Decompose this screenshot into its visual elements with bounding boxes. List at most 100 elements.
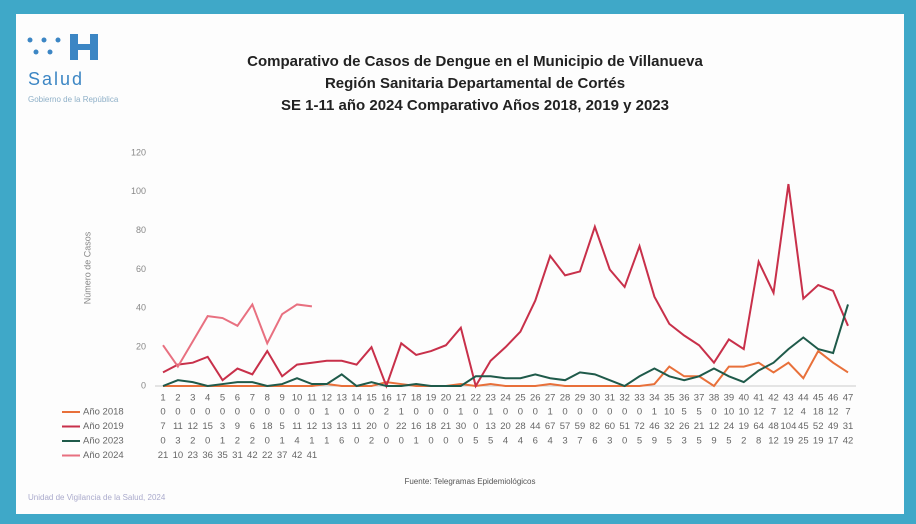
x-tick-label: 44 [798, 393, 809, 404]
table-cell: 15 [202, 421, 213, 432]
x-tick-label: 26 [530, 393, 541, 404]
table-cell: 12 [753, 407, 764, 418]
table-cell: 3 [175, 436, 180, 447]
x-tick-label: 4 [205, 393, 210, 404]
table-cell: 12 [768, 436, 779, 447]
table-cell: 0 [473, 421, 478, 432]
table-cell: 0 [592, 407, 597, 418]
table-cell: 31 [843, 421, 854, 432]
table-cell: 1 [279, 436, 284, 447]
x-tick-label: 3 [190, 393, 195, 404]
x-tick-label: 37 [694, 393, 705, 404]
table-cell: 3 [220, 421, 225, 432]
table-cell: 5 [726, 436, 731, 447]
table-cell: 7 [845, 407, 850, 418]
table-cell: 2 [235, 436, 240, 447]
table-cell: 72 [634, 421, 645, 432]
table-cell: 20 [500, 421, 511, 432]
table-cell: 0 [160, 436, 165, 447]
table-cell: 104 [781, 421, 797, 432]
y-tick-label: 100 [131, 186, 146, 196]
x-tick-label: 15 [366, 393, 377, 404]
table-cell: 12 [187, 421, 198, 432]
table-cell: 2 [369, 436, 374, 447]
table-cell: 3 [607, 436, 612, 447]
x-tick-label: 40 [738, 393, 749, 404]
table-cell: 9 [652, 436, 657, 447]
table-cell: 0 [294, 407, 299, 418]
table-cell: 0 [518, 407, 523, 418]
table-cell: 10 [724, 407, 735, 418]
x-tick-label: 45 [813, 393, 824, 404]
y-tick-label: 20 [136, 342, 146, 352]
slide [16, 14, 904, 514]
table-cell: 49 [828, 421, 839, 432]
table-cell: 18 [813, 407, 824, 418]
table-cell: 82 [590, 421, 601, 432]
x-tick-label: 17 [396, 393, 407, 404]
table-cell: 26 [679, 421, 690, 432]
table-cell: 1 [399, 407, 404, 418]
x-tick-label: 39 [724, 393, 735, 404]
x-tick-label: 47 [843, 393, 854, 404]
table-cell: 0 [160, 407, 165, 418]
table-cell: 30 [456, 421, 467, 432]
x-tick-label: 19 [426, 393, 437, 404]
table-cell: 0 [533, 407, 538, 418]
table-cell: 0 [399, 436, 404, 447]
table-cell: 0 [205, 407, 210, 418]
table-cell: 0 [309, 407, 314, 418]
table-cell: 0 [265, 407, 270, 418]
x-tick-label: 10 [292, 393, 303, 404]
table-cell: 13 [322, 421, 333, 432]
y-axis-label: Número de Casos [82, 231, 92, 304]
x-tick-label: 32 [619, 393, 630, 404]
table-cell: 2 [741, 436, 746, 447]
table-cell: 6 [339, 436, 344, 447]
table-cell: 0 [190, 407, 195, 418]
table-cell: 0 [637, 407, 642, 418]
x-tick-label: 11 [307, 393, 317, 404]
table-cell: 9 [711, 436, 716, 447]
table-cell: 7 [577, 436, 582, 447]
table-cell: 19 [813, 436, 824, 447]
table-cell: 10 [173, 450, 184, 461]
table-cell: 4 [294, 436, 299, 447]
table-cell: 7 [771, 407, 776, 418]
x-tick-label: 25 [515, 393, 526, 404]
table-cell: 1 [414, 436, 419, 447]
x-tick-label: 33 [634, 393, 645, 404]
table-cell: 6 [592, 436, 597, 447]
table-cell: 19 [738, 421, 749, 432]
legend-label: Año 2019 [83, 421, 124, 432]
table-cell: 4 [518, 436, 523, 447]
table-cell: 6 [533, 436, 538, 447]
table-cell: 37 [277, 450, 288, 461]
table-cell: 0 [622, 436, 627, 447]
table-cell: 44 [530, 421, 541, 432]
chart-title: Región Sanitaria Departamental de Cortés [325, 75, 625, 92]
table-cell: 24 [724, 421, 735, 432]
table-cell: 67 [545, 421, 556, 432]
table-cell: 3 [562, 436, 567, 447]
table-cell: 12 [307, 421, 318, 432]
table-cell: 22 [262, 450, 273, 461]
table-cell: 51 [619, 421, 630, 432]
x-tick-label: 12 [322, 393, 333, 404]
x-tick-label: 36 [679, 393, 690, 404]
x-tick-label: 23 [485, 393, 496, 404]
table-cell: 0 [562, 407, 567, 418]
y-tick-label: 40 [136, 303, 146, 313]
table-cell: 12 [709, 421, 720, 432]
table-cell: 21 [694, 421, 705, 432]
table-cell: 2 [190, 436, 195, 447]
table-cell: 11 [173, 421, 183, 432]
table-cell: 48 [768, 421, 779, 432]
table-cell: 36 [202, 450, 213, 461]
table-cell: 0 [711, 407, 716, 418]
table-cell: 5 [637, 436, 642, 447]
table-cell: 32 [664, 421, 675, 432]
table-cell: 22 [396, 421, 407, 432]
